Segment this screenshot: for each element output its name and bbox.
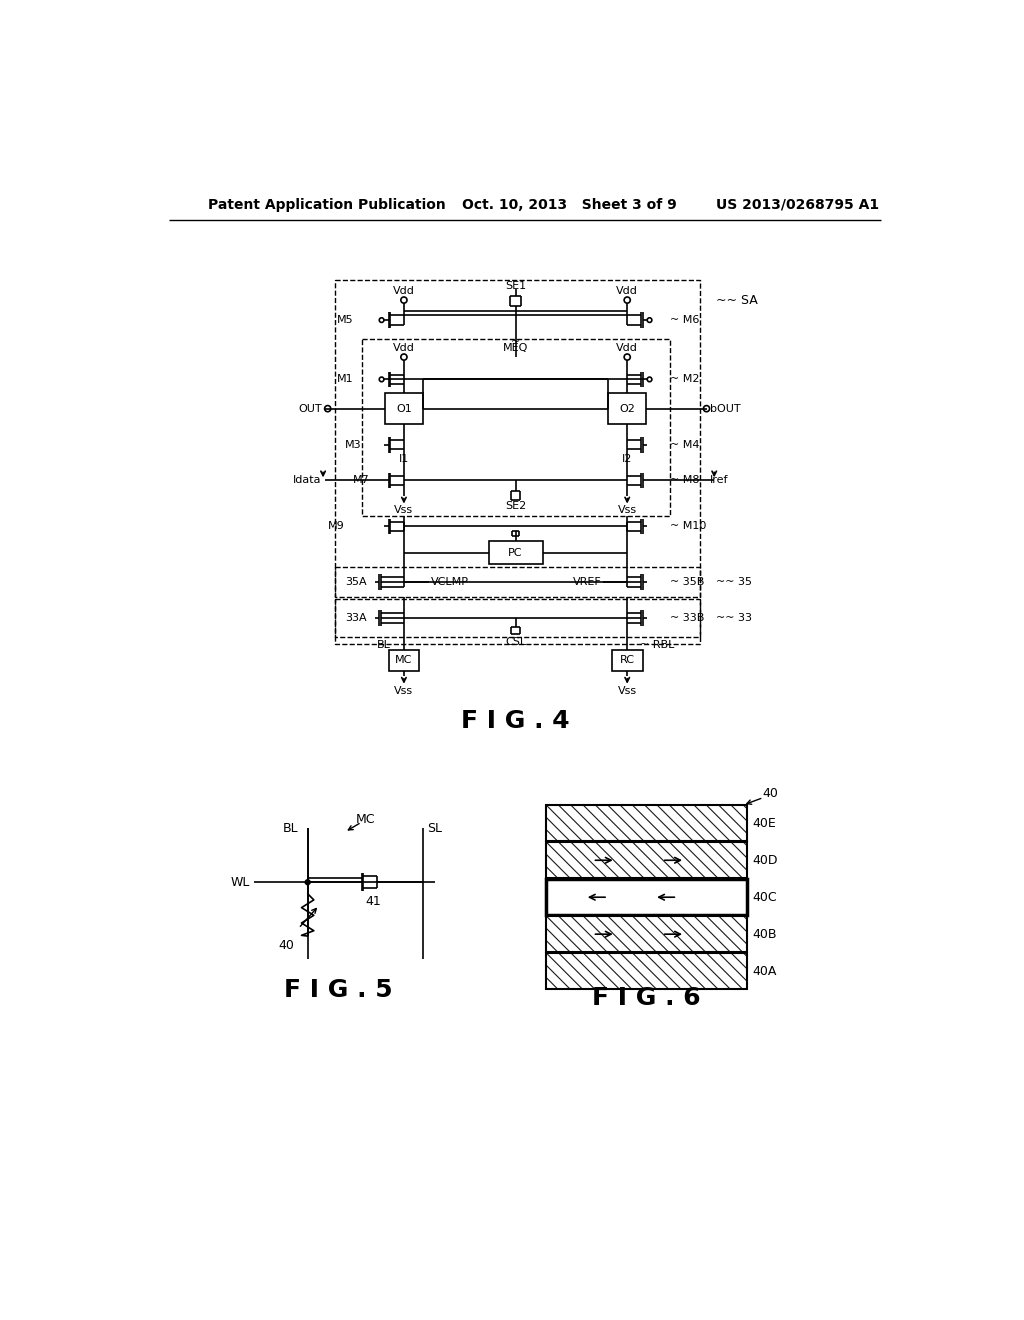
Text: M3: M3 [345, 440, 361, 450]
Text: 40: 40 [762, 787, 778, 800]
Bar [547, 805, 746, 841]
Text: ~ RBL: ~ RBL [640, 640, 675, 649]
Text: Idata: Idata [293, 475, 322, 486]
Text: 41: 41 [366, 895, 381, 908]
Text: ~ M6: ~ M6 [670, 315, 699, 325]
Text: M9: M9 [328, 521, 345, 532]
Text: RC: RC [620, 656, 635, 665]
Bar [385, 393, 423, 424]
Text: F I G . 5: F I G . 5 [284, 978, 393, 1002]
Text: OUT: OUT [298, 404, 322, 413]
Text: 40B: 40B [753, 928, 777, 941]
Text: Patent Application Publication: Patent Application Publication [208, 198, 445, 211]
Text: BL: BL [283, 822, 298, 834]
Text: ~~ 33: ~~ 33 [716, 612, 752, 623]
Text: VREF: VREF [573, 577, 602, 587]
Text: ~ M8: ~ M8 [670, 475, 699, 486]
Bar [335, 280, 700, 644]
Text: Vss: Vss [617, 504, 637, 515]
Text: ~ 33B: ~ 33B [670, 612, 703, 623]
Text: 40E: 40E [753, 817, 776, 830]
Text: 33A: 33A [345, 612, 367, 623]
Text: 40: 40 [278, 939, 294, 952]
Bar [547, 916, 746, 952]
Text: US 2013/0268795 A1: US 2013/0268795 A1 [716, 198, 879, 211]
Text: I2: I2 [622, 454, 633, 463]
Bar [547, 842, 746, 878]
Text: Iref: Iref [710, 475, 728, 486]
Text: Oct. 10, 2013   Sheet 3 of 9: Oct. 10, 2013 Sheet 3 of 9 [462, 198, 677, 211]
Text: Vdd: Vdd [616, 343, 638, 352]
Circle shape [305, 880, 310, 884]
Text: VCLMP: VCLMP [431, 577, 469, 587]
Text: ~: ~ [511, 337, 520, 347]
Text: MC: MC [355, 813, 375, 825]
Text: WL: WL [230, 875, 250, 888]
Text: M7: M7 [352, 475, 370, 486]
Text: I1: I1 [398, 454, 409, 463]
Text: Vdd: Vdd [393, 286, 415, 296]
Text: ~ M4: ~ M4 [670, 440, 699, 450]
Bar [608, 393, 646, 424]
Bar [388, 649, 419, 671]
Bar [547, 879, 746, 915]
Bar [361, 339, 670, 516]
Text: PC: PC [508, 548, 523, 557]
Text: M1: M1 [337, 375, 354, 384]
Text: Vss: Vss [394, 686, 414, 696]
Text: SE2: SE2 [505, 502, 526, 511]
Text: Vdd: Vdd [616, 286, 638, 296]
Text: Vdd: Vdd [393, 343, 415, 352]
Text: O2: O2 [620, 404, 635, 413]
Text: M5: M5 [337, 315, 354, 325]
Text: ~~ SA: ~~ SA [716, 294, 758, 308]
Bar [335, 566, 700, 597]
Text: ~ M10: ~ M10 [670, 521, 706, 532]
Text: Vss: Vss [394, 504, 414, 515]
Text: Vss: Vss [617, 686, 637, 696]
Text: O1: O1 [396, 404, 412, 413]
Bar [335, 599, 700, 638]
Text: SE1: SE1 [505, 281, 526, 292]
Text: 40A: 40A [753, 965, 777, 978]
Text: F I G . 6: F I G . 6 [592, 986, 700, 1010]
Text: ~ M2: ~ M2 [670, 375, 699, 384]
Bar [547, 953, 746, 989]
Text: F I G . 4: F I G . 4 [461, 709, 570, 733]
Text: MEQ: MEQ [503, 343, 528, 352]
Text: ~~ 35: ~~ 35 [716, 577, 752, 587]
Bar [611, 649, 643, 671]
Text: SL: SL [427, 822, 442, 834]
Bar [488, 541, 543, 564]
Text: CSL: CSL [505, 638, 526, 647]
Text: 35A: 35A [345, 577, 367, 587]
Text: MC: MC [395, 656, 413, 665]
Text: BL: BL [377, 640, 391, 649]
Text: 40D: 40D [753, 854, 778, 867]
Bar [547, 879, 746, 915]
Text: bOUT: bOUT [710, 404, 740, 413]
Text: ~ 35B: ~ 35B [670, 577, 703, 587]
Text: 40C: 40C [753, 891, 777, 904]
